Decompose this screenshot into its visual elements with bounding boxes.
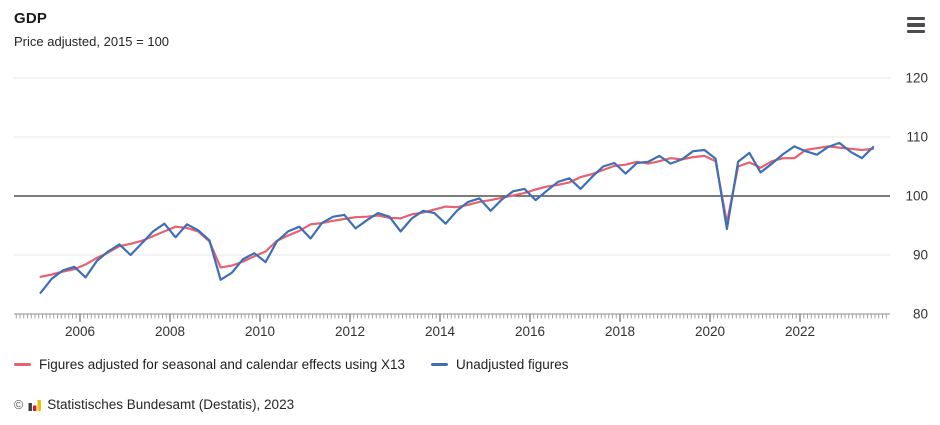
x-tick-label: 2006 (65, 324, 95, 339)
x-tick-label: 2022 (785, 324, 815, 339)
legend-label-adjusted: Figures adjusted for seasonal and calend… (39, 357, 405, 372)
copyright-symbol: © (14, 397, 24, 412)
unadjusted-line-swatch-icon (430, 363, 448, 366)
x-tick-label: 2010 (245, 324, 275, 339)
unadjusted-series-line[interactable] (39, 141, 875, 294)
y-tick-label: 110 (906, 130, 928, 145)
y-tick-label: 90 (913, 248, 928, 263)
source-text: Statistisches Bundesamt (Destatis), 2023 (47, 397, 295, 412)
x-tick-label: 2016 (515, 324, 545, 339)
x-tick-label: 2018 (605, 324, 635, 339)
adjusted-line-swatch-icon (14, 363, 31, 366)
x-tick-label: 2012 (335, 324, 365, 339)
source-note: © Statistisches Bundesamt (Destatis), 20… (14, 397, 294, 412)
y-tick-label: 100 (905, 189, 928, 204)
legend-label-unadjusted: Unadjusted figures (455, 357, 569, 372)
chart-subtitle: Price adjusted, 2015 = 100 (14, 34, 170, 49)
x-tick-label: 2014 (425, 324, 456, 339)
chart-header: GDP Price adjusted, 2015 = 100 (14, 10, 169, 49)
destatis-bars-icon (28, 399, 42, 411)
legend-item-adjusted[interactable]: Figures adjusted for seasonal and calend… (14, 357, 405, 372)
x-tick-label: 2008 (155, 324, 185, 339)
chart-legend: Figures adjusted for seasonal and calend… (14, 357, 569, 372)
y-tick-label: 120 (905, 71, 928, 86)
x-tick-label: 2020 (695, 324, 725, 339)
y-tick-label: 80 (913, 307, 928, 322)
hamburger-menu-icon[interactable] (907, 17, 925, 33)
legend-item-unadjusted[interactable]: Unadjusted figures (430, 357, 569, 372)
page-title: GDP (14, 10, 48, 27)
